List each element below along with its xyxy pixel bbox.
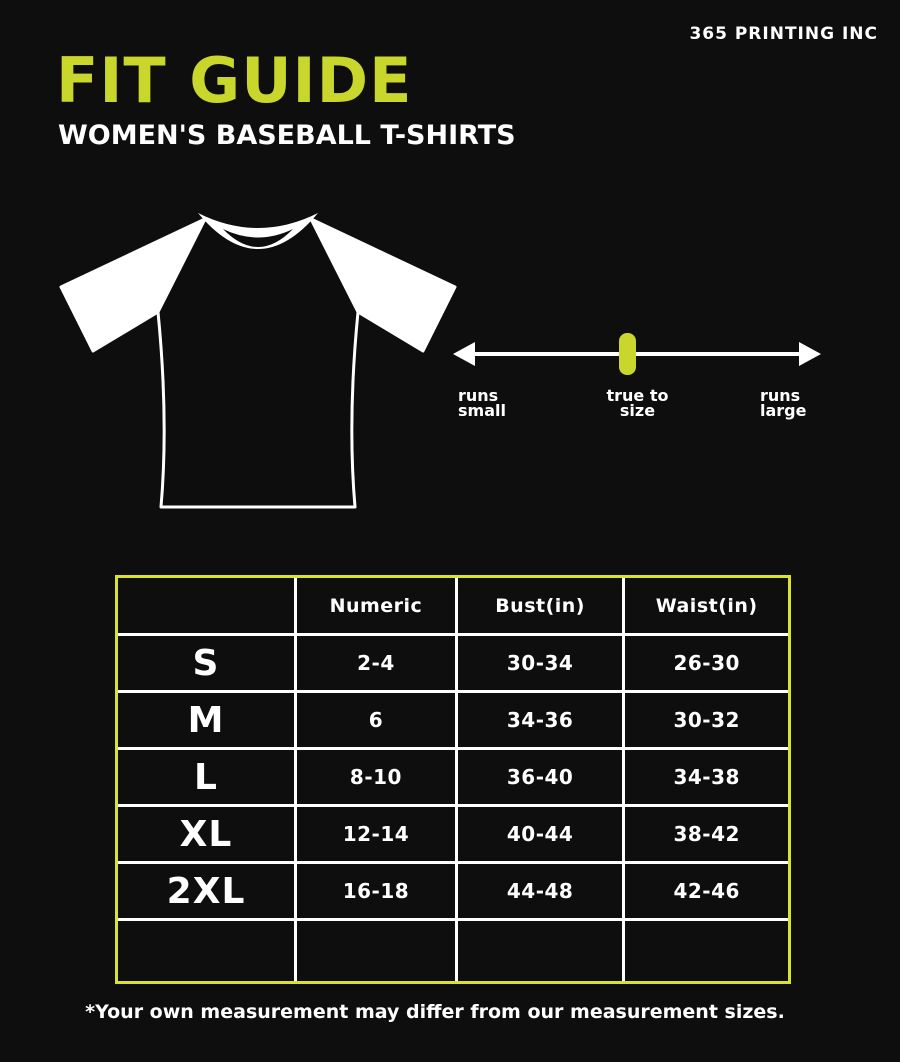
column-header-size	[118, 578, 298, 636]
waist-cell: 30-32	[622, 690, 788, 750]
size-cell: M	[118, 690, 298, 750]
bust-cell: 36-40	[454, 747, 626, 807]
waist-cell: 34-38	[622, 747, 788, 807]
right-arrowhead-icon	[799, 342, 821, 366]
waist-cell: 38-42	[622, 804, 788, 864]
column-header-waist: Waist(in)	[622, 578, 788, 636]
waist-cell: 42-46	[622, 861, 788, 921]
scale-label-true-to-size: true to size	[590, 386, 685, 420]
column-header-numeric: Numeric	[294, 578, 458, 636]
numeric-cell	[294, 918, 458, 981]
tshirt-collar	[198, 213, 318, 249]
true-to-size-marker	[619, 333, 636, 375]
scale-label-line: true to	[606, 386, 669, 405]
tshirt-body	[156, 217, 360, 509]
table-row-empty	[118, 918, 788, 981]
table-row-2xl: 2XL 16-18 44-48 42-46	[118, 861, 788, 921]
numeric-cell: 16-18	[294, 861, 458, 921]
raglan-tshirt-icon	[59, 213, 457, 509]
bust-cell: 40-44	[454, 804, 626, 864]
table-row-l: L 8-10 36-40 34-38	[118, 747, 788, 807]
scale-label-line: large	[760, 401, 807, 420]
brand-text: 365 PRINTING INC	[689, 24, 878, 44]
scale-label-runs-small: runs small	[458, 386, 518, 420]
scale-label-line: small	[458, 401, 506, 420]
waist-cell	[622, 918, 788, 981]
size-table: Numeric Bust(in) Waist(in) S 2-4 30-34 2…	[118, 578, 788, 981]
column-header-bust: Bust(in)	[454, 578, 626, 636]
size-cell	[118, 918, 298, 981]
bust-cell: 34-36	[454, 690, 626, 750]
scale-label-runs-large: runs large	[760, 386, 822, 420]
table-row-s: S 2-4 30-34 26-30	[118, 633, 788, 693]
left-arrowhead-icon	[453, 342, 475, 366]
scale-label-line: runs	[458, 386, 499, 405]
size-cell: 2XL	[118, 861, 298, 921]
fit-scale-arrow-icon	[453, 333, 821, 375]
table-row-m: M 6 34-36 30-32	[118, 690, 788, 750]
bust-cell	[454, 918, 626, 981]
numeric-cell: 12-14	[294, 804, 458, 864]
scale-label-line: runs	[760, 386, 801, 405]
size-cell: S	[118, 633, 298, 693]
numeric-cell: 2-4	[294, 633, 458, 693]
size-table-container: Numeric Bust(in) Waist(in) S 2-4 30-34 2…	[115, 575, 791, 984]
table-row-xl: XL 12-14 40-44 38-42	[118, 804, 788, 864]
page-subtitle: WOMEN'S BASEBALL T-SHIRTS	[58, 120, 516, 151]
table-header-row: Numeric Bust(in) Waist(in)	[118, 578, 788, 636]
bust-cell: 44-48	[454, 861, 626, 921]
page-title: FIT GUIDE	[56, 44, 413, 117]
measurement-footnote: *Your own measurement may differ from ou…	[85, 1001, 785, 1023]
size-cell: L	[118, 747, 298, 807]
waist-cell: 26-30	[622, 633, 788, 693]
scale-label-line: size	[619, 401, 656, 420]
size-cell: XL	[118, 804, 298, 864]
numeric-cell: 8-10	[294, 747, 458, 807]
tshirt-collar-inner-shadow	[223, 229, 293, 247]
bust-cell: 30-34	[454, 633, 626, 693]
numeric-cell: 6	[294, 690, 458, 750]
